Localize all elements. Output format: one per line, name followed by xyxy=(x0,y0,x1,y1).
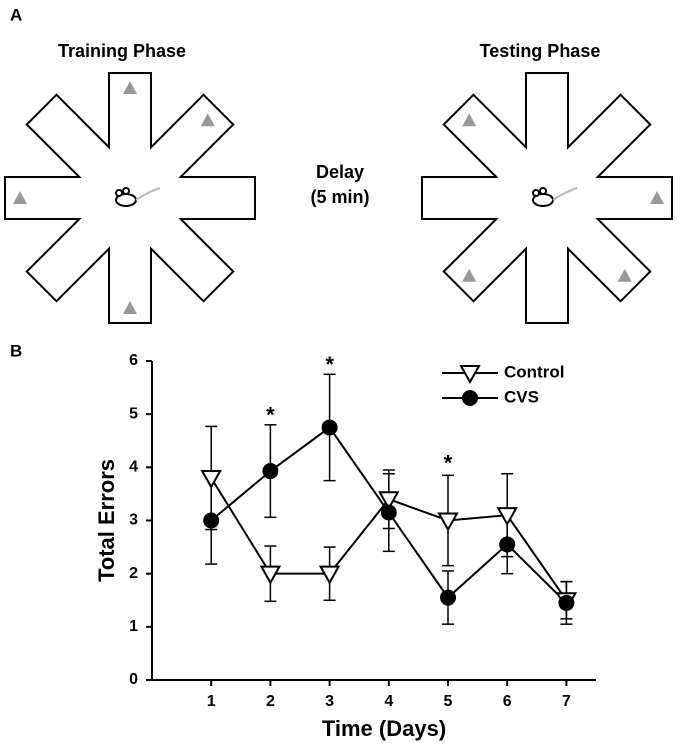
y-tick-label: 0 xyxy=(129,671,138,688)
delay-label: Delay xyxy=(316,162,364,182)
data-point xyxy=(259,565,282,585)
data-point xyxy=(440,589,456,606)
y-tick-label: 1 xyxy=(129,618,138,635)
x-axis-label: Time (Days) xyxy=(322,716,446,741)
phase-title: Training Phase xyxy=(58,41,186,61)
radial-maze xyxy=(4,72,256,324)
x-tick-label: 5 xyxy=(444,693,453,710)
data-point xyxy=(318,565,341,585)
legend-marker xyxy=(459,365,481,385)
data-point xyxy=(499,536,516,553)
data-point xyxy=(378,491,400,511)
legend-label: Control xyxy=(504,362,564,381)
y-tick-label: 2 xyxy=(129,565,138,582)
y-tick-label: 4 xyxy=(129,459,138,476)
annotation: * xyxy=(266,403,275,428)
data-point xyxy=(262,463,279,480)
y-axis-label: Total Errors xyxy=(94,459,119,582)
x-tick-label: 3 xyxy=(325,693,334,710)
x-tick-label: 2 xyxy=(266,693,275,710)
data-point xyxy=(321,419,338,436)
delay-duration: (5 min) xyxy=(310,187,369,207)
legend-marker xyxy=(462,390,478,406)
data-point xyxy=(437,512,459,532)
annotation: * xyxy=(325,352,334,377)
annotation: * xyxy=(444,450,453,475)
panel-label: A xyxy=(10,5,22,24)
x-tick-label: 4 xyxy=(384,693,393,710)
data-point xyxy=(203,512,220,529)
data-point xyxy=(558,594,575,611)
y-tick-label: 5 xyxy=(129,405,138,422)
data-point xyxy=(380,504,397,521)
x-tick-label: 1 xyxy=(207,693,216,710)
data-point xyxy=(496,507,518,527)
x-tick-label: 6 xyxy=(503,693,512,710)
phase-title: Testing Phase xyxy=(480,41,601,61)
y-tick-label: 6 xyxy=(129,352,138,369)
data-point xyxy=(200,469,222,490)
panel-label: B xyxy=(10,341,22,360)
legend-label: CVS xyxy=(504,387,539,406)
radial-maze xyxy=(421,72,673,324)
x-tick-label: 7 xyxy=(562,693,571,710)
y-tick-label: 3 xyxy=(129,512,138,529)
